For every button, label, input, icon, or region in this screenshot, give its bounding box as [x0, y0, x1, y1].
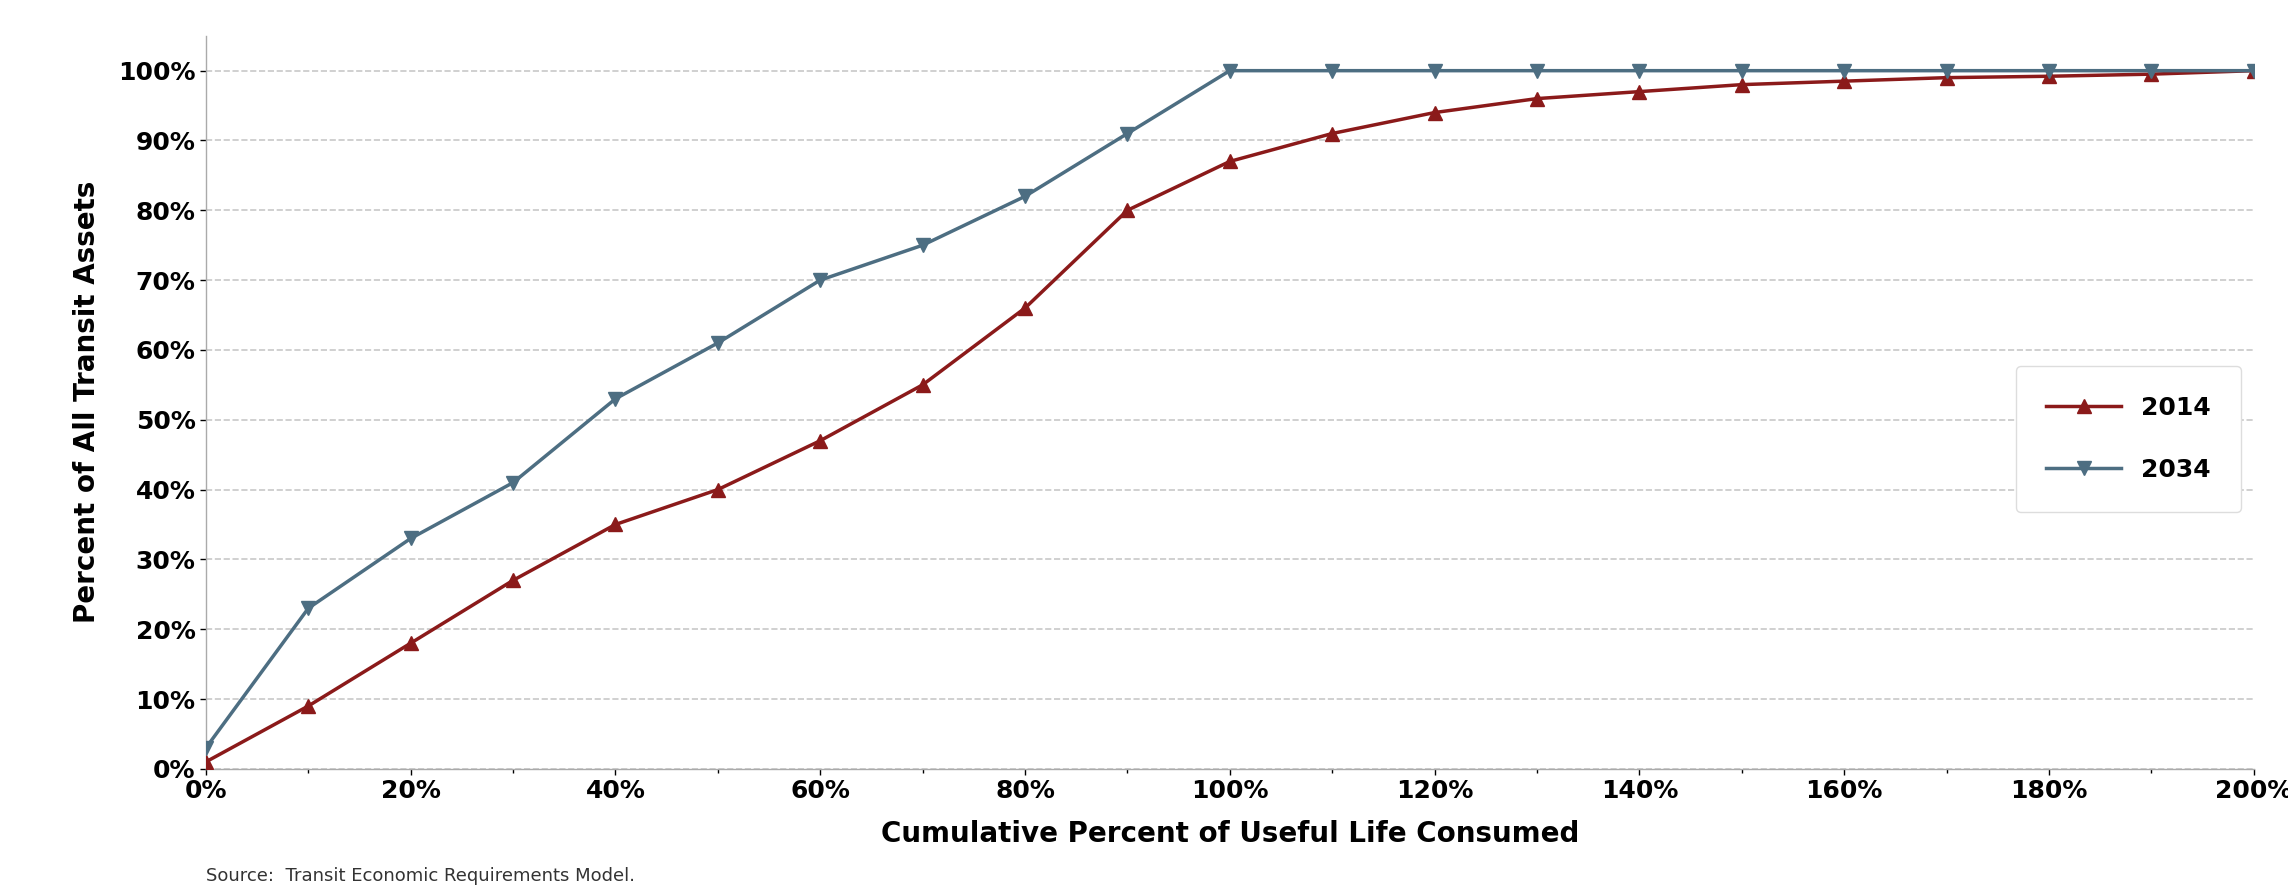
2014 — [1011, 303, 1039, 314]
2014 — [1524, 93, 1551, 104]
2014 — [1830, 76, 1858, 87]
2034 — [1933, 65, 1961, 76]
2034 — [499, 477, 526, 488]
2034 — [908, 240, 936, 250]
2034 — [1727, 65, 1755, 76]
2034 — [2137, 65, 2164, 76]
2014 — [192, 756, 220, 767]
2014 — [805, 435, 833, 446]
2034 — [1318, 65, 1345, 76]
Text: Source:  Transit Economic Requirements Model.: Source: Transit Economic Requirements Mo… — [206, 867, 634, 885]
2034 — [1114, 128, 1142, 139]
2014 — [2240, 65, 2267, 76]
Y-axis label: Percent of All Transit Assets: Percent of All Transit Assets — [73, 181, 101, 623]
2034 — [2036, 65, 2064, 76]
2034 — [1217, 65, 1245, 76]
2014 — [1421, 107, 1448, 118]
2014 — [1114, 205, 1142, 215]
X-axis label: Cumulative Percent of Useful Life Consumed: Cumulative Percent of Useful Life Consum… — [881, 820, 1579, 848]
2014 — [908, 379, 936, 390]
2034 — [1624, 65, 1652, 76]
2034 — [1421, 65, 1448, 76]
2014 — [2036, 71, 2064, 81]
2034 — [2240, 65, 2267, 76]
2034 — [1524, 65, 1551, 76]
2034 — [295, 603, 323, 613]
2034 — [602, 393, 629, 404]
2034 — [1011, 191, 1039, 202]
Line: 2034: 2034 — [199, 63, 2261, 755]
2014 — [398, 637, 426, 648]
2014 — [1217, 156, 1245, 167]
2014 — [602, 519, 629, 530]
2034 — [705, 338, 732, 349]
2014 — [705, 485, 732, 495]
2034 — [805, 274, 833, 285]
2014 — [499, 575, 526, 586]
2014 — [1727, 80, 1755, 90]
2014 — [2137, 69, 2164, 80]
2014 — [1318, 128, 1345, 139]
2014 — [1933, 72, 1961, 83]
2034 — [192, 743, 220, 754]
Line: 2014: 2014 — [199, 63, 2261, 769]
Legend: 2014, 2034: 2014, 2034 — [2016, 367, 2242, 511]
2034 — [398, 533, 426, 544]
2034 — [1830, 65, 1858, 76]
2014 — [295, 701, 323, 712]
2014 — [1624, 86, 1652, 97]
